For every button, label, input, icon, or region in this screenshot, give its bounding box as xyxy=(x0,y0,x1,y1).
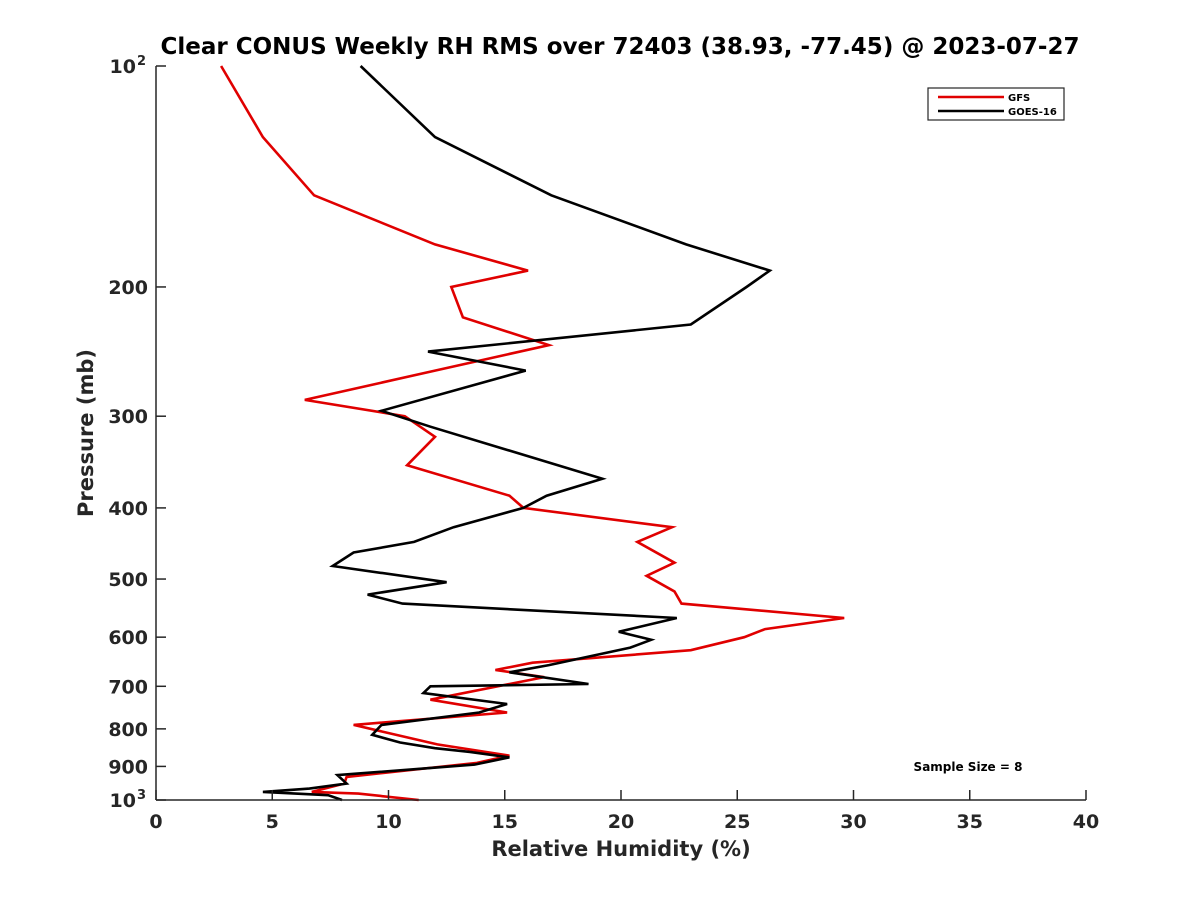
x-tick-label: 25 xyxy=(724,811,750,833)
y-tick-label: 700 xyxy=(108,676,148,698)
y-tick-label: 300 xyxy=(108,406,148,428)
x-tick-label: 20 xyxy=(608,811,634,833)
y-tick-exponent: 2 xyxy=(137,54,146,69)
x-tick-label: 10 xyxy=(375,811,401,833)
x-tick-label: 0 xyxy=(149,811,162,833)
x-tick-group: 0 5 10 15 20 25 30 35 40 xyxy=(149,790,1099,833)
legend-label-goes16: GOES-16 xyxy=(1008,107,1057,118)
y-tick-exponent: 3 xyxy=(137,788,146,803)
x-tick-label: 5 xyxy=(266,811,279,833)
x-tick-label: 40 xyxy=(1073,811,1099,833)
y-tick-label: 900 xyxy=(108,756,148,778)
series-line-gfs xyxy=(219,65,845,802)
y-tick-label: 600 xyxy=(108,627,148,649)
y-tick-label: 800 xyxy=(108,719,148,741)
series-layer xyxy=(219,65,845,802)
y-tick-label: 10 xyxy=(110,56,136,78)
y-tick-label: 400 xyxy=(108,498,148,520)
y-tick-label: 10 xyxy=(110,790,136,812)
y-tick-label: 500 xyxy=(108,569,148,591)
x-tick-label: 35 xyxy=(957,811,983,833)
legend: GFS GOES-16 xyxy=(927,87,1065,121)
x-tick-label: 30 xyxy=(840,811,866,833)
chart-title: Clear CONUS Weekly RH RMS over 72403 (38… xyxy=(161,34,1080,60)
y-tick-label: 200 xyxy=(108,277,148,299)
legend-box xyxy=(927,87,1065,121)
x-axis-label: Relative Humidity (%) xyxy=(491,837,750,861)
y-axis-label: Pressure (mb) xyxy=(74,349,98,517)
series-line-goes16 xyxy=(262,65,773,802)
legend-label-gfs: GFS xyxy=(1008,93,1030,104)
sample-size-annotation: Sample Size = 8 xyxy=(914,760,1023,774)
x-tick-label: 15 xyxy=(492,811,518,833)
